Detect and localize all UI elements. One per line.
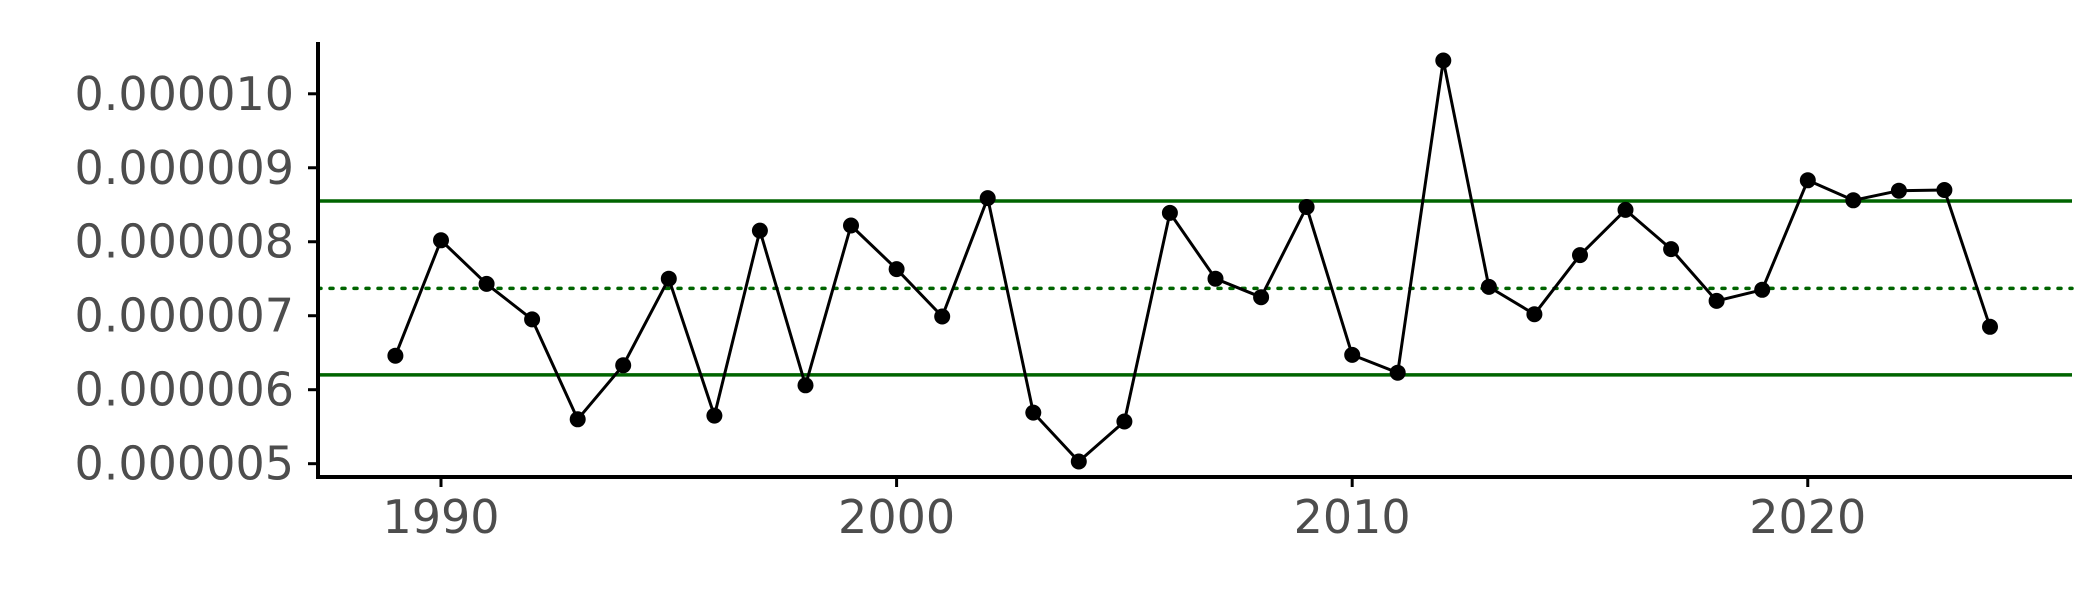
data-point-2015 [1572,247,1588,264]
data-point-2019 [1754,281,1771,298]
data-point-2005 [1116,413,1133,430]
data-point-2001 [934,308,951,325]
data-point-2018 [1708,292,1725,309]
data-point-1994 [615,357,632,374]
data-point-1992 [524,311,541,328]
data-point-2008 [1253,289,1270,306]
data-point-2023 [1936,182,1953,198]
data-point-2002 [979,190,996,207]
data-point-2016 [1617,201,1634,218]
x-tick-label: 1990 [382,490,499,544]
data-point-1999 [843,217,859,234]
y-tick-label: 0.000006 [75,363,295,417]
data-point-2006 [1161,204,1178,221]
data-point-1991 [478,275,495,292]
axis-ticks: 0.000005 0.000006 0.000007 0.000008 0.000009… [75,67,1867,544]
data-point-1993 [569,411,586,428]
data-point-2012 [1435,52,1452,69]
y-tick-label: 0.000007 [75,289,295,343]
data-point-2020 [1799,172,1816,189]
y-tick-label: 0.000009 [75,141,295,195]
data-point-1989 [387,347,404,364]
data-point-2000 [888,261,905,278]
x-tick-label: 2000 [838,490,955,544]
x-tick-label: 2020 [1749,490,1866,544]
data-point-2022 [1890,182,1907,199]
y-tick-label: 0.000008 [75,215,295,269]
data-point-1996 [706,407,723,424]
data-point-1995 [660,270,677,287]
series-line [394,59,1992,463]
data-point-1990 [433,232,449,249]
data-point-2021 [1845,192,1862,209]
data-point-2003 [1025,404,1042,421]
y-tick-label: 0.000010 [75,67,295,121]
data-point-2013 [1480,278,1497,295]
x-tick-label: 2010 [1294,490,1411,544]
data-point-2007 [1207,270,1224,287]
plot-area [316,52,2074,470]
data-point-2011 [1389,364,1406,381]
data-point-2014 [1526,306,1543,323]
data-point-2024 [1982,318,1998,335]
data-point-2017 [1663,241,1680,258]
data-point-2009 [1298,199,1315,215]
data-point-1998 [797,377,814,394]
data-point-2004 [1070,453,1087,470]
data-point-1997 [751,222,768,239]
data-point-2010 [1344,346,1361,363]
y-tick-label: 0.000005 [75,437,295,491]
